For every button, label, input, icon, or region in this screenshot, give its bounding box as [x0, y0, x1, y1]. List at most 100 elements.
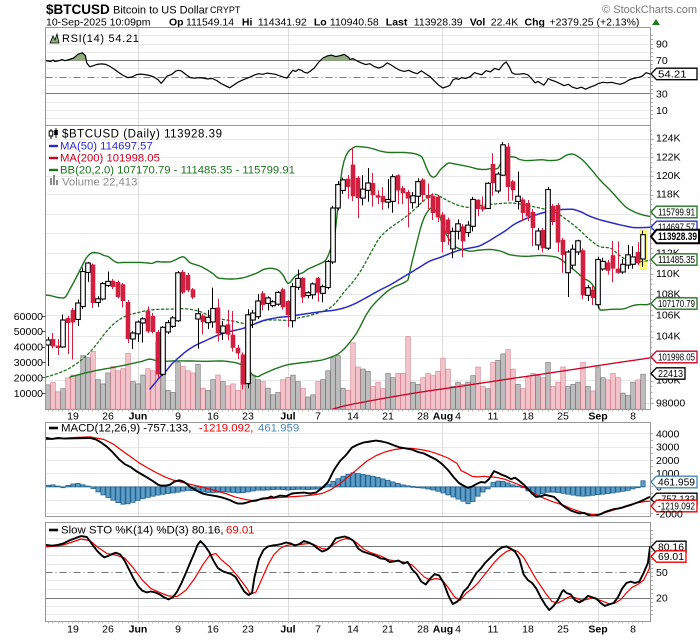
svg-text:50: 50: [656, 567, 668, 579]
svg-text:16: 16: [207, 624, 219, 636]
svg-text:22.4K: 22.4K: [491, 17, 518, 29]
svg-text:7: 7: [315, 624, 321, 636]
svg-text:Aug: Aug: [433, 624, 453, 636]
svg-text:MA(50) 114697.57: MA(50) 114697.57: [60, 141, 153, 153]
svg-text:Jul: Jul: [280, 411, 295, 423]
svg-text:60000: 60000: [14, 311, 43, 323]
svg-text:107170.79: 107170.79: [658, 299, 695, 310]
svg-text:40000: 40000: [14, 342, 43, 354]
svg-text:Chg: Chg: [525, 17, 545, 29]
svg-text:20000: 20000: [14, 372, 43, 384]
svg-text:28: 28: [417, 411, 429, 423]
svg-text:114341.92: 114341.92: [258, 17, 307, 29]
svg-text:22413: 22413: [658, 369, 683, 380]
svg-text:122K: 122K: [656, 152, 681, 164]
svg-text:BB(20,2.0) 107170.79 - 111485.: BB(20,2.0) 107170.79 - 111485.35 - 11579…: [60, 165, 295, 177]
svg-text:19: 19: [67, 411, 79, 423]
svg-text:Op: Op: [169, 17, 184, 29]
svg-text:Last: Last: [386, 17, 408, 29]
svg-text:113928.39: 113928.39: [414, 17, 463, 29]
svg-text:RSI(14) 54.21: RSI(14) 54.21: [62, 33, 140, 45]
svg-text:69.01: 69.01: [226, 525, 255, 537]
svg-text:11: 11: [488, 624, 499, 636]
svg-text:118K: 118K: [656, 189, 680, 201]
svg-text:461.959: 461.959: [258, 423, 299, 435]
svg-text:21: 21: [382, 411, 394, 423]
svg-text:111485.35: 111485.35: [658, 255, 695, 266]
svg-text:90: 90: [656, 39, 668, 51]
svg-text:© StockCharts.com: © StockCharts.com: [602, 4, 697, 16]
svg-text:115799.91: 115799.91: [658, 208, 695, 219]
svg-text:18: 18: [522, 411, 534, 423]
svg-text:70: 70: [656, 55, 668, 67]
svg-text:+2379.25 (+2.13%): +2379.25 (+2.13%): [550, 17, 640, 29]
svg-text:Sep: Sep: [588, 411, 607, 423]
svg-text:114697.57: 114697.57: [658, 223, 695, 234]
svg-text:30: 30: [656, 88, 668, 100]
svg-text:101998.05: 101998.05: [658, 353, 695, 364]
svg-text:Hi: Hi: [242, 17, 253, 29]
svg-text:Vol: Vol: [470, 17, 486, 29]
svg-text:Jun: Jun: [129, 411, 148, 423]
svg-text:14: 14: [347, 624, 359, 636]
svg-text:Sep: Sep: [588, 624, 607, 636]
svg-text:11: 11: [488, 411, 499, 423]
svg-text:-1219.092,: -1219.092,: [199, 423, 253, 435]
svg-text:Slow STO %K(14) %D(3) 80.16,: Slow STO %K(14) %D(3) 80.16,: [61, 525, 223, 537]
svg-text:30000: 30000: [14, 357, 43, 369]
svg-text:69.01: 69.01: [658, 552, 684, 563]
svg-text:54.21: 54.21: [658, 70, 687, 81]
svg-text:16: 16: [207, 411, 219, 423]
svg-text:106K: 106K: [656, 310, 681, 322]
svg-text:10: 10: [656, 105, 668, 117]
svg-text:124K: 124K: [656, 133, 681, 145]
svg-text:14: 14: [347, 411, 359, 423]
svg-text:4: 4: [455, 624, 461, 636]
svg-text:25: 25: [557, 624, 569, 636]
svg-text:26: 26: [102, 624, 114, 636]
svg-text:Lo: Lo: [314, 17, 327, 29]
svg-text:10000: 10000: [14, 388, 43, 400]
svg-text:Volume 22,413: Volume 22,413: [62, 177, 137, 189]
svg-text:Aug: Aug: [433, 411, 453, 423]
svg-text:Jul: Jul: [280, 624, 295, 636]
svg-text:8: 8: [630, 624, 636, 636]
svg-text:MA(200) 101998.05: MA(200) 101998.05: [60, 153, 160, 165]
svg-text:$BTCUSD (Daily) 113928.39: $BTCUSD (Daily) 113928.39: [62, 129, 223, 141]
svg-text:9: 9: [175, 411, 181, 423]
svg-text:3000: 3000: [656, 442, 680, 454]
svg-text:110940.58: 110940.58: [330, 17, 379, 29]
svg-text:50000: 50000: [14, 326, 43, 338]
svg-text:20: 20: [656, 593, 668, 605]
svg-text:4000: 4000: [656, 428, 680, 440]
svg-text:$BTCUSD: $BTCUSD: [46, 2, 110, 17]
svg-text:23: 23: [242, 411, 254, 423]
svg-text:2000: 2000: [656, 455, 680, 467]
svg-text:8: 8: [630, 411, 636, 423]
svg-text:26: 26: [102, 411, 114, 423]
svg-text:4: 4: [455, 411, 461, 423]
svg-text:104K: 104K: [656, 331, 681, 343]
svg-text:110K: 110K: [656, 268, 680, 280]
svg-text:-1219.092: -1219.092: [658, 502, 695, 513]
svg-text:9: 9: [175, 624, 181, 636]
svg-text:Jun: Jun: [129, 624, 148, 636]
svg-text:23: 23: [242, 624, 254, 636]
svg-text:7: 7: [315, 411, 321, 423]
svg-text:25: 25: [557, 411, 569, 423]
svg-text:461.959: 461.959: [658, 478, 695, 489]
svg-text:80.16: 80.16: [658, 543, 684, 554]
svg-text:18: 18: [522, 624, 534, 636]
svg-text:MACD(12,26,9) -757.133,: MACD(12,26,9) -757.133,: [61, 423, 191, 435]
svg-text:113928.39: 113928.39: [658, 231, 697, 243]
svg-text:111549.14: 111549.14: [186, 17, 234, 29]
svg-text:98000: 98000: [656, 398, 685, 410]
svg-text:Bitcoin to US Dollar: Bitcoin to US Dollar: [113, 5, 209, 17]
svg-text:21: 21: [382, 624, 394, 636]
svg-text:28: 28: [417, 624, 429, 636]
svg-text:10-Sep-2025 10:09pm: 10-Sep-2025 10:09pm: [46, 17, 151, 29]
svg-text:120K: 120K: [656, 170, 681, 182]
svg-text:-2000: -2000: [656, 508, 683, 520]
svg-text:19: 19: [67, 624, 79, 636]
svg-text:CRYPT: CRYPT: [210, 5, 241, 15]
